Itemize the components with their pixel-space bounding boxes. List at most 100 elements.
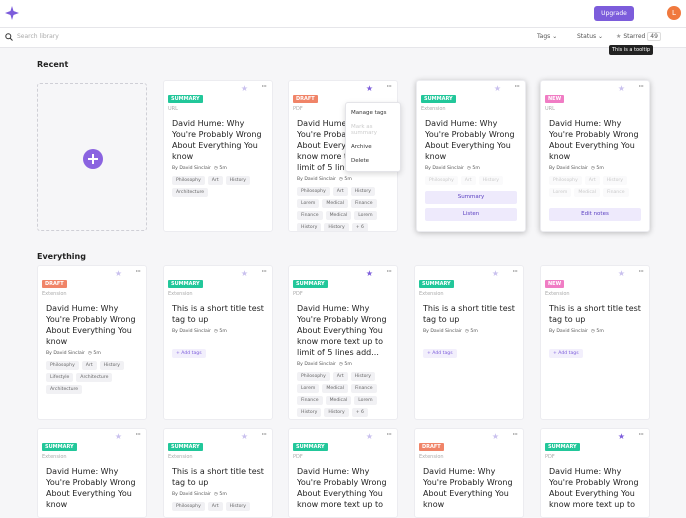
action-button[interactable]: Edit notes: [549, 208, 641, 221]
tag[interactable]: Lorem: [354, 211, 377, 220]
more-button[interactable]: ···: [638, 430, 644, 439]
tags-filter[interactable]: Tags ⌄: [537, 33, 558, 40]
tag[interactable]: History: [225, 176, 250, 185]
more-button[interactable]: ···: [261, 82, 267, 91]
tag[interactable]: Philosophy: [46, 361, 79, 370]
tag[interactable]: Art: [332, 187, 348, 196]
tag[interactable]: Medical: [325, 396, 352, 405]
tag[interactable]: Medical: [322, 199, 348, 208]
star-button[interactable]: ★: [617, 432, 625, 441]
logo[interactable]: [5, 6, 19, 20]
card[interactable]: DRAFT ★ ··· Extension David Hume: Why You're…: [414, 428, 524, 518]
card[interactable]: SUMMARY ★ ··· URL David Hume: Why You're Pro…: [163, 80, 273, 232]
star-button[interactable]: ★: [240, 269, 248, 278]
star-button[interactable]: ★: [617, 269, 625, 278]
tag[interactable]: Philosophy: [172, 502, 205, 511]
more-button[interactable]: ···: [386, 267, 392, 276]
add-tags-button[interactable]: + Add tags: [172, 349, 206, 358]
more-button[interactable]: ···: [512, 267, 518, 276]
tag[interactable]: History: [99, 361, 124, 370]
tag[interactable]: History: [350, 187, 375, 196]
more-button[interactable]: ···: [135, 430, 141, 439]
more-button[interactable]: ···: [514, 82, 520, 91]
tag[interactable]: History: [324, 223, 349, 231]
add-tags-button[interactable]: + Add tags: [423, 349, 457, 358]
more-button[interactable]: ···: [512, 430, 518, 439]
more-button[interactable]: ···: [261, 267, 267, 276]
star-button[interactable]: ★: [114, 432, 122, 441]
card[interactable]: NEW ★ ··· URL David Hume: Why You're Probabl…: [540, 80, 650, 232]
tag[interactable]: Art: [332, 372, 348, 381]
tag[interactable]: History: [350, 372, 375, 381]
tag[interactable]: Art: [207, 502, 223, 511]
tag[interactable]: + 6: [351, 223, 368, 231]
tag[interactable]: History: [297, 408, 322, 417]
tag[interactable]: Philosophy: [297, 372, 330, 381]
avatar[interactable]: L: [667, 6, 681, 20]
more-button[interactable]: ···: [386, 430, 392, 439]
tag[interactable]: Architecture: [76, 373, 113, 382]
tag[interactable]: Lifestyle: [46, 373, 74, 382]
star-button[interactable]: ★: [365, 432, 373, 441]
tag[interactable]: History: [478, 176, 503, 185]
star-button[interactable]: ★: [491, 269, 499, 278]
card[interactable]: SUMMARY ★ ··· Extension This is a short titl…: [163, 265, 273, 420]
add-card[interactable]: [37, 83, 147, 231]
tag[interactable]: History: [324, 408, 349, 417]
tag[interactable]: Lorem: [297, 384, 320, 393]
tag[interactable]: Medical: [574, 188, 600, 197]
card[interactable]: SUMMARY ★ ··· Extension This is a short titl…: [414, 265, 524, 420]
more-button[interactable]: ···: [638, 267, 644, 276]
star-button[interactable]: ★: [365, 269, 373, 278]
tag[interactable]: Finance: [351, 199, 377, 208]
card[interactable]: SUMMARY ★ ··· Extension David Hume: Why You'…: [37, 428, 147, 518]
more-button[interactable]: ···: [261, 430, 267, 439]
tag[interactable]: Lorem: [549, 188, 572, 197]
tag[interactable]: Philosophy: [425, 176, 458, 185]
more-button[interactable]: ···: [135, 267, 141, 276]
action-button[interactable]: Listen: [425, 208, 517, 221]
card[interactable]: NEW ★ ··· Extension This is a short title te…: [540, 265, 650, 420]
upgrade-button[interactable]: Upgrade: [594, 6, 634, 21]
search-input[interactable]: Search library: [17, 33, 59, 40]
tag[interactable]: History: [225, 502, 250, 511]
tag[interactable]: Finance: [297, 396, 323, 405]
star-button[interactable]: ★: [365, 84, 373, 93]
tag[interactable]: Architecture: [172, 188, 209, 197]
tag[interactable]: Art: [584, 176, 600, 185]
tag[interactable]: Philosophy: [297, 187, 330, 196]
action-button[interactable]: Summary: [425, 191, 517, 204]
card[interactable]: DRAFT ★ ··· Extension David Hume: Why You're…: [37, 265, 147, 420]
star-button[interactable]: ★: [114, 269, 122, 278]
tag[interactable]: Art: [460, 176, 476, 185]
tag[interactable]: Medical: [322, 384, 348, 393]
starred-filter[interactable]: ★ Starred 49: [616, 32, 661, 41]
star-button[interactable]: ★: [240, 84, 248, 93]
star-button[interactable]: ★: [491, 432, 499, 441]
card[interactable]: SUMMARY ★ ··· PDF David Hume: Why You're Pro…: [288, 265, 398, 420]
tag[interactable]: Finance: [351, 384, 377, 393]
card[interactable]: SUMMARY ★ ··· PDF David Hume: Why You're Pro…: [288, 428, 398, 518]
tag[interactable]: Lorem: [354, 396, 377, 405]
more-button[interactable]: ···: [638, 82, 644, 91]
tag[interactable]: Medical: [325, 211, 352, 220]
tag[interactable]: Art: [207, 176, 223, 185]
menu-item[interactable]: Delete: [351, 158, 370, 164]
tag[interactable]: Lorem: [297, 199, 320, 208]
more-button[interactable]: ···: [386, 82, 392, 91]
card[interactable]: SUMMARY ★ ··· Extension David Hume: Why You'…: [416, 80, 526, 232]
tag[interactable]: History: [297, 223, 322, 231]
star-button[interactable]: ★: [617, 84, 625, 93]
star-button[interactable]: ★: [240, 432, 248, 441]
tag[interactable]: Finance: [603, 188, 629, 197]
menu-item[interactable]: Archive: [351, 144, 372, 150]
tag[interactable]: History: [602, 176, 627, 185]
tag[interactable]: Philosophy: [172, 176, 205, 185]
tag[interactable]: Finance: [297, 211, 323, 220]
tag[interactable]: Philosophy: [549, 176, 582, 185]
status-filter[interactable]: Status ⌄: [577, 33, 604, 40]
card[interactable]: SUMMARY ★ ··· Extension This is a short titl…: [163, 428, 273, 518]
card[interactable]: SUMMARY ★ ··· PDF David Hume: Why You're Pro…: [540, 428, 650, 518]
add-tags-button[interactable]: + Add tags: [549, 349, 583, 358]
tag[interactable]: + 6: [351, 408, 368, 417]
